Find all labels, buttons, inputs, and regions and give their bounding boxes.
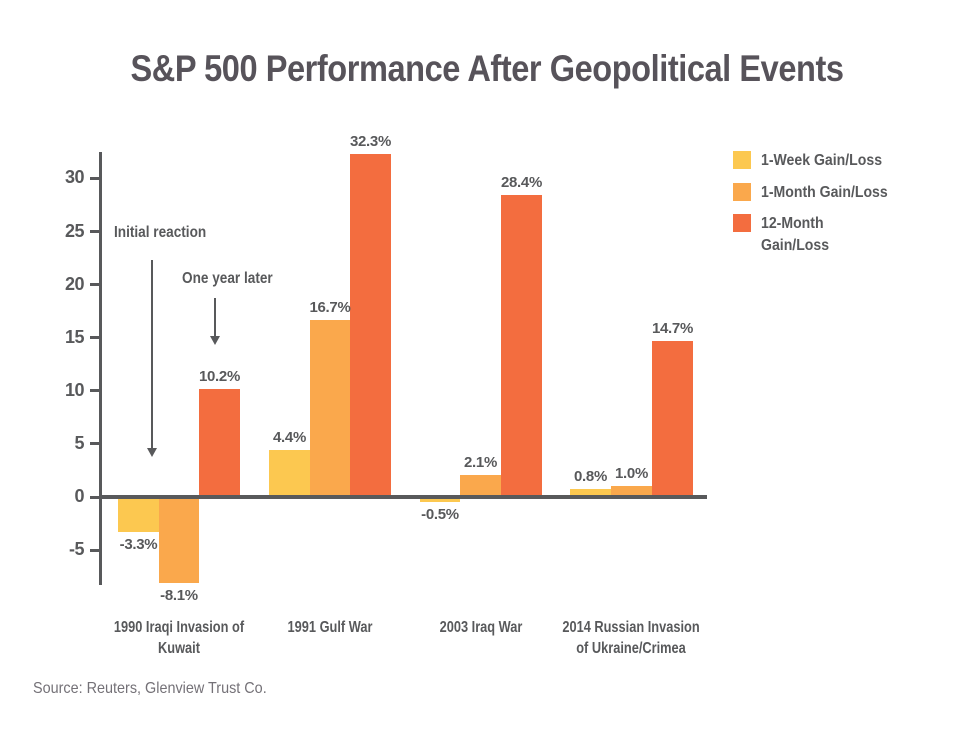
- bar: [420, 497, 460, 503]
- annotation-label: One year later: [182, 270, 273, 287]
- category-label: 1990 Iraqi Invasion of Kuwait: [113, 619, 245, 657]
- tick-label: -5: [68, 539, 85, 560]
- bar-value-label: 16.7%: [309, 298, 351, 316]
- tick-label: 0: [74, 486, 84, 506]
- tick-label: 20: [64, 273, 85, 294]
- bar-value-label: -3.3%: [119, 536, 158, 554]
- legend: 1-Week Gain/Loss 1-Month Gain/Loss 12-Mont…: [733, 150, 905, 266]
- bar: [159, 497, 199, 584]
- legend-swatch-icon: [733, 182, 751, 201]
- annotation-arrow: [151, 260, 153, 448]
- legend-item: 1-Month Gain/Loss: [733, 182, 905, 204]
- chart-title: S&P 500 Performance After Geopolitical E…: [130, 48, 844, 89]
- bar-value-label: 14.7%: [651, 319, 694, 337]
- bar-value-label: 2.1%: [464, 453, 497, 471]
- tick-label: 25: [64, 220, 85, 241]
- tick-mark: [90, 176, 99, 180]
- legend-swatch-icon: [733, 151, 751, 169]
- legend-label: 1-Week Gain/Loss: [761, 152, 883, 169]
- bar: [310, 319, 350, 497]
- bar-value-label: 28.4%: [500, 174, 543, 192]
- category-label: 2003 Iraq War: [439, 619, 523, 636]
- arrow-head-icon: [147, 448, 157, 457]
- bar: [611, 486, 652, 497]
- bar-value-label: 0.8%: [574, 467, 607, 485]
- bar-value-label: -0.5%: [421, 506, 459, 524]
- tick-label: 15: [64, 326, 85, 347]
- category-label: 2014 Russian Invasion of Ukraine/Crimea: [562, 619, 701, 657]
- tick-mark: [90, 283, 99, 287]
- source-credit: Source: Reuters, Glenview Trust Co.: [33, 680, 267, 697]
- bar-value-label: -8.1%: [160, 587, 198, 605]
- bar: [269, 450, 310, 497]
- bar: [350, 153, 391, 497]
- tick-mark: [90, 230, 99, 233]
- tick-label: 5: [74, 432, 84, 453]
- bar-value-label: 10.2%: [198, 367, 241, 385]
- legend-item: 1-Week Gain/Loss: [733, 150, 905, 172]
- zero-baseline: [99, 495, 707, 499]
- tick-label: 10: [64, 379, 85, 400]
- tick-mark: [90, 495, 99, 499]
- legend-item: 12-Month Gain/Loss: [733, 213, 905, 256]
- bar: [118, 497, 159, 533]
- tick-mark: [90, 548, 99, 552]
- bar: [199, 388, 240, 497]
- bar-value-label: 4.4%: [273, 429, 306, 447]
- bar: [460, 474, 501, 497]
- arrow-head-icon: [210, 336, 220, 345]
- legend-swatch-icon: [733, 214, 751, 233]
- tick-mark: [90, 442, 99, 446]
- tick-mark: [90, 389, 99, 393]
- bar-value-label: 1.0%: [615, 465, 648, 483]
- legend-label: 12-Month Gain/Loss: [761, 215, 830, 254]
- bar-value-label: 32.3%: [349, 132, 392, 150]
- annotation-arrow: [214, 298, 216, 336]
- category-label: 1991 Gulf War: [287, 619, 373, 636]
- tick-mark: [90, 336, 99, 340]
- tick-label: 30: [64, 167, 85, 188]
- y-axis-line: [99, 152, 102, 585]
- annotation-label: Initial reaction: [114, 224, 207, 241]
- bar: [652, 340, 693, 497]
- legend-label: 1-Month Gain/Loss: [761, 183, 888, 201]
- bar: [501, 195, 542, 497]
- bar: [570, 488, 611, 497]
